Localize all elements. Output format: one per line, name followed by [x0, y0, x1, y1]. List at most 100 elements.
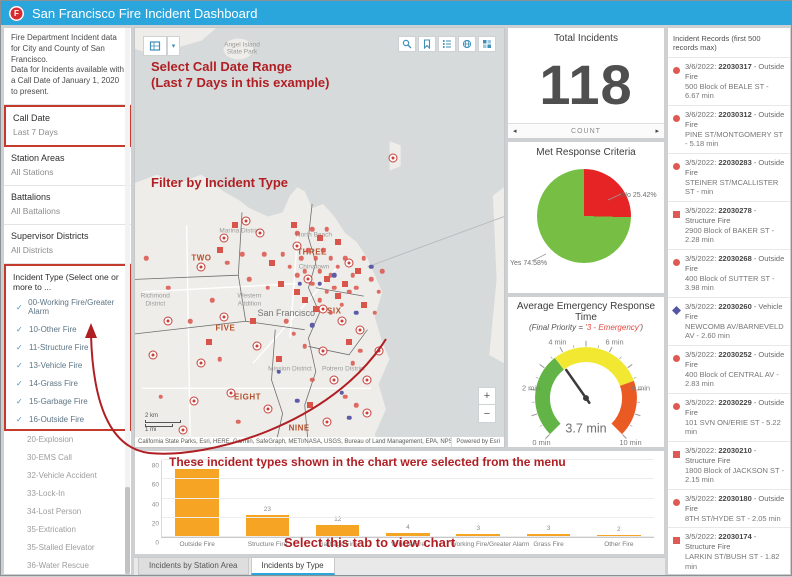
- incident-marker[interactable]: [210, 298, 215, 303]
- incident-marker[interactable]: [339, 390, 344, 395]
- incident-marker[interactable]: [356, 325, 365, 334]
- incident-marker[interactable]: [164, 317, 173, 326]
- incident-marker[interactable]: [347, 415, 352, 420]
- incident-marker[interactable]: [325, 290, 330, 295]
- incident-marker[interactable]: [322, 417, 331, 426]
- basemap-button[interactable]: [143, 36, 167, 56]
- incident-marker[interactable]: [269, 260, 275, 266]
- incident-marker[interactable]: [291, 332, 296, 337]
- incident-marker[interactable]: [263, 405, 272, 414]
- incident-marker[interactable]: [219, 233, 228, 242]
- incident-marker[interactable]: [166, 286, 171, 291]
- incident-marker[interactable]: [276, 356, 282, 362]
- incident-marker[interactable]: [342, 281, 348, 287]
- incident-marker[interactable]: [236, 420, 241, 425]
- incident-marker[interactable]: [376, 290, 381, 295]
- incident-marker[interactable]: [313, 306, 319, 312]
- incident-marker[interactable]: [310, 378, 315, 383]
- incident-marker[interactable]: [317, 235, 323, 241]
- basemap-grid-icon[interactable]: [478, 36, 496, 52]
- incident-marker[interactable]: [328, 311, 333, 316]
- tab-incidents-by-type[interactable]: Incidents by Type: [251, 558, 335, 575]
- incident-marker[interactable]: [380, 269, 385, 274]
- incident-type-option[interactable]: 36-Water Rescue: [4, 557, 131, 575]
- incident-marker[interactable]: [319, 304, 328, 313]
- incident-marker[interactable]: [188, 319, 193, 324]
- incident-marker[interactable]: [232, 222, 238, 228]
- incident-marker[interactable]: [280, 252, 285, 257]
- incident-marker[interactable]: [293, 241, 302, 250]
- globe-icon[interactable]: [458, 36, 476, 52]
- incident-marker[interactable]: [278, 281, 284, 287]
- incident-marker[interactable]: [219, 313, 228, 322]
- incident-marker[interactable]: [299, 256, 304, 261]
- incident-marker[interactable]: [336, 265, 341, 270]
- incident-type-option[interactable]: ✓14-Grass Fire: [6, 375, 129, 393]
- filter-station-areas[interactable]: Station Areas All Stations: [4, 147, 131, 186]
- incident-type-option[interactable]: 33-Lock-In: [4, 485, 131, 503]
- filter-supervisor-districts[interactable]: Supervisor Districts All Districts: [4, 225, 131, 264]
- incident-type-option[interactable]: 35-Stalled Elevator: [4, 539, 131, 557]
- zoom-out-button[interactable]: −: [478, 405, 496, 423]
- incident-marker[interactable]: [361, 302, 367, 308]
- incident-type-option[interactable]: ✓16-Outside Fire: [6, 411, 129, 429]
- pager-right-icon[interactable]: ▸: [655, 127, 659, 135]
- incident-marker[interactable]: [302, 269, 307, 274]
- bookmark-icon[interactable]: [418, 36, 436, 52]
- incident-marker[interactable]: [240, 252, 245, 257]
- incident-marker[interactable]: [284, 319, 289, 324]
- incident-marker[interactable]: [190, 396, 199, 405]
- incident-type-option[interactable]: ✓00-Working Fire/Greater Alarm: [6, 294, 129, 321]
- incident-marker[interactable]: [335, 239, 341, 245]
- incident-marker[interactable]: [330, 375, 339, 384]
- incident-marker[interactable]: [250, 318, 256, 324]
- incident-type-option[interactable]: 35-Extrication: [4, 521, 131, 539]
- incident-marker[interactable]: [350, 361, 355, 366]
- incident-marker[interactable]: [325, 227, 330, 232]
- incident-marker[interactable]: [277, 369, 282, 374]
- incident-marker[interactable]: [226, 388, 235, 397]
- incident-marker[interactable]: [291, 222, 297, 228]
- incident-marker[interactable]: [256, 229, 265, 238]
- incident-marker[interactable]: [317, 269, 322, 274]
- incident-marker[interactable]: [252, 342, 261, 351]
- incident-marker[interactable]: [310, 323, 315, 328]
- incident-type-option[interactable]: ✓11-Structure Fire: [6, 339, 129, 357]
- incident-marker[interactable]: [217, 247, 223, 253]
- incident-marker[interactable]: [335, 293, 341, 299]
- incident-marker[interactable]: [343, 256, 348, 261]
- filter-battalions[interactable]: Battalions All Battalions: [4, 186, 131, 225]
- incident-marker[interactable]: [354, 286, 359, 291]
- incident-marker[interactable]: [295, 273, 300, 278]
- incident-type-option[interactable]: 34-Lost Person: [4, 503, 131, 521]
- incident-marker[interactable]: [294, 289, 300, 295]
- incident-marker[interactable]: [332, 286, 337, 291]
- incident-marker[interactable]: [347, 290, 352, 295]
- incident-marker[interactable]: [374, 346, 383, 355]
- incident-marker[interactable]: [354, 311, 359, 316]
- incident-marker[interactable]: [355, 268, 361, 274]
- incident-marker[interactable]: [149, 350, 158, 359]
- incident-marker[interactable]: [317, 281, 322, 286]
- incident-type-option[interactable]: 20-Explosion: [4, 431, 131, 449]
- incident-marker[interactable]: [346, 339, 352, 345]
- incident-marker[interactable]: [373, 311, 378, 316]
- incident-marker[interactable]: [319, 346, 328, 355]
- search-icon[interactable]: [398, 36, 416, 52]
- incident-marker[interactable]: [302, 297, 308, 303]
- incident-marker[interactable]: [297, 281, 302, 286]
- incident-marker[interactable]: [343, 394, 348, 399]
- zoom-in-button[interactable]: +: [478, 387, 496, 405]
- sidebar-scrollbar[interactable]: [125, 28, 130, 574]
- incident-marker[interactable]: [358, 348, 363, 353]
- incident-marker[interactable]: [288, 265, 293, 270]
